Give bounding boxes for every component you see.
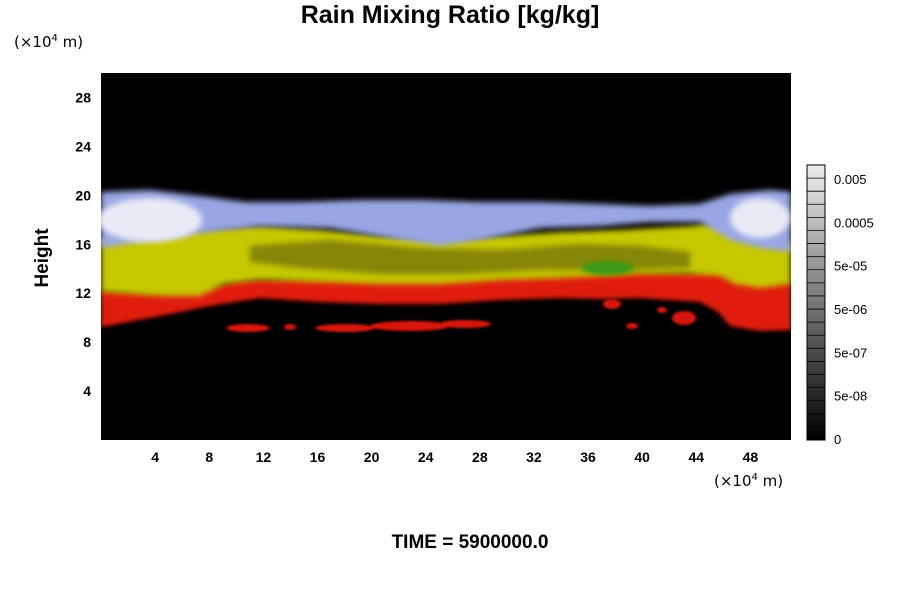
x-tick-label: 12 — [256, 449, 272, 465]
y-tick-label: 12 — [75, 285, 91, 301]
x-tick-label: 24 — [418, 449, 434, 465]
x-axis-unit: (×104 m) — [714, 472, 784, 490]
white-cloud-right — [730, 198, 790, 238]
x-tick-label: 40 — [634, 449, 650, 465]
field-layers — [101, 190, 791, 332]
x-tick-label: 16 — [310, 449, 326, 465]
colorbar-gradient — [806, 164, 826, 441]
y-tick-label: 24 — [75, 138, 91, 154]
olive-texture — [250, 240, 690, 274]
colorbar-label: 0.005 — [834, 172, 867, 187]
y-axis-unit: (×104 m) — [14, 33, 84, 51]
colorbar-steps — [807, 177, 825, 428]
x-axis-ticks: 4 8 12 16 20 24 28 32 36 40 44 48 — [151, 449, 758, 465]
x-tick-label: 4 — [151, 449, 159, 465]
white-cloud-left — [101, 198, 202, 242]
blue-cloud — [101, 190, 791, 252]
y-axis-ticks: 4 8 12 16 20 24 28 — [75, 89, 91, 399]
colorbar: 0.005 0.0005 5e-05 5e-06 5e-07 5e-08 0 — [806, 164, 874, 447]
chart-title: Rain Mixing Ratio [kg/kg] — [300, 1, 600, 29]
x-tick-label: 36 — [580, 449, 596, 465]
colorbar-labels: 0.005 0.0005 5e-05 5e-06 5e-07 5e-08 0 — [834, 172, 874, 447]
green-patch — [582, 261, 634, 275]
colorbar-label: 0 — [834, 432, 841, 447]
colorbar-label: 5e-05 — [834, 259, 867, 274]
colorbar-label: 0.0005 — [834, 215, 874, 230]
y-tick-label: 20 — [75, 187, 91, 203]
y-tick-label: 8 — [83, 334, 91, 350]
y-tick-label: 16 — [75, 236, 91, 252]
y-tick-label: 4 — [83, 383, 91, 399]
x-tick-label: 48 — [743, 449, 759, 465]
red-blobs — [226, 299, 696, 332]
x-tick-label: 20 — [364, 449, 380, 465]
colorbar-label: 5e-07 — [834, 345, 867, 360]
x-tick-label: 44 — [689, 449, 705, 465]
colorbar-label: 5e-08 — [834, 389, 867, 404]
x-tick-label: 32 — [526, 449, 542, 465]
y-tick-label: 28 — [75, 89, 91, 105]
red-band — [101, 268, 791, 331]
colorbar-label: 5e-06 — [834, 302, 867, 317]
x-tick-label: 28 — [472, 449, 488, 465]
time-label: TIME = 5900000.0 — [391, 532, 549, 553]
x-tick-label: 8 — [205, 449, 213, 465]
